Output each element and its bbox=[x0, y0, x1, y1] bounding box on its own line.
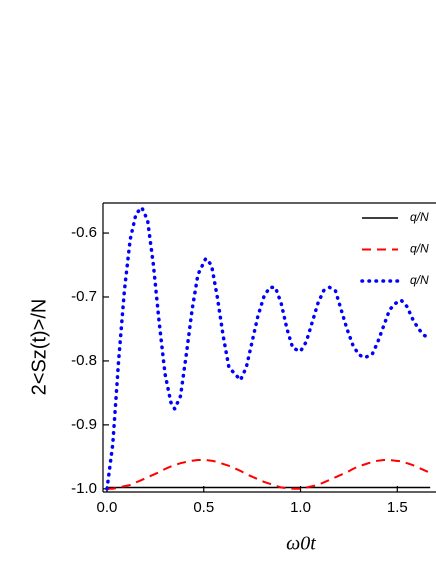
y-axis-label: 2<Sz(t)>/N bbox=[28, 299, 50, 396]
y-tick-label: -0.7 bbox=[71, 288, 97, 305]
y-tick-label: -0.9 bbox=[71, 416, 97, 433]
legend-label: q/N bbox=[410, 210, 429, 224]
legend-label: q/N bbox=[410, 242, 429, 256]
y-tick-label: -0.6 bbox=[71, 224, 97, 241]
y-tick-label: -1.0 bbox=[71, 480, 97, 497]
x-tick-label: 1.5 bbox=[387, 499, 408, 516]
x-tick-label: 1.0 bbox=[290, 499, 311, 516]
data-line bbox=[105, 204, 432, 491]
x-tick-label: 0.5 bbox=[193, 499, 214, 516]
x-axis-label: ω0t bbox=[286, 533, 316, 555]
legend-label: q/N bbox=[410, 273, 429, 287]
y-tick-label: -0.8 bbox=[71, 352, 97, 369]
x-tick-label: 0.0 bbox=[97, 499, 118, 516]
data-line bbox=[107, 459, 431, 490]
